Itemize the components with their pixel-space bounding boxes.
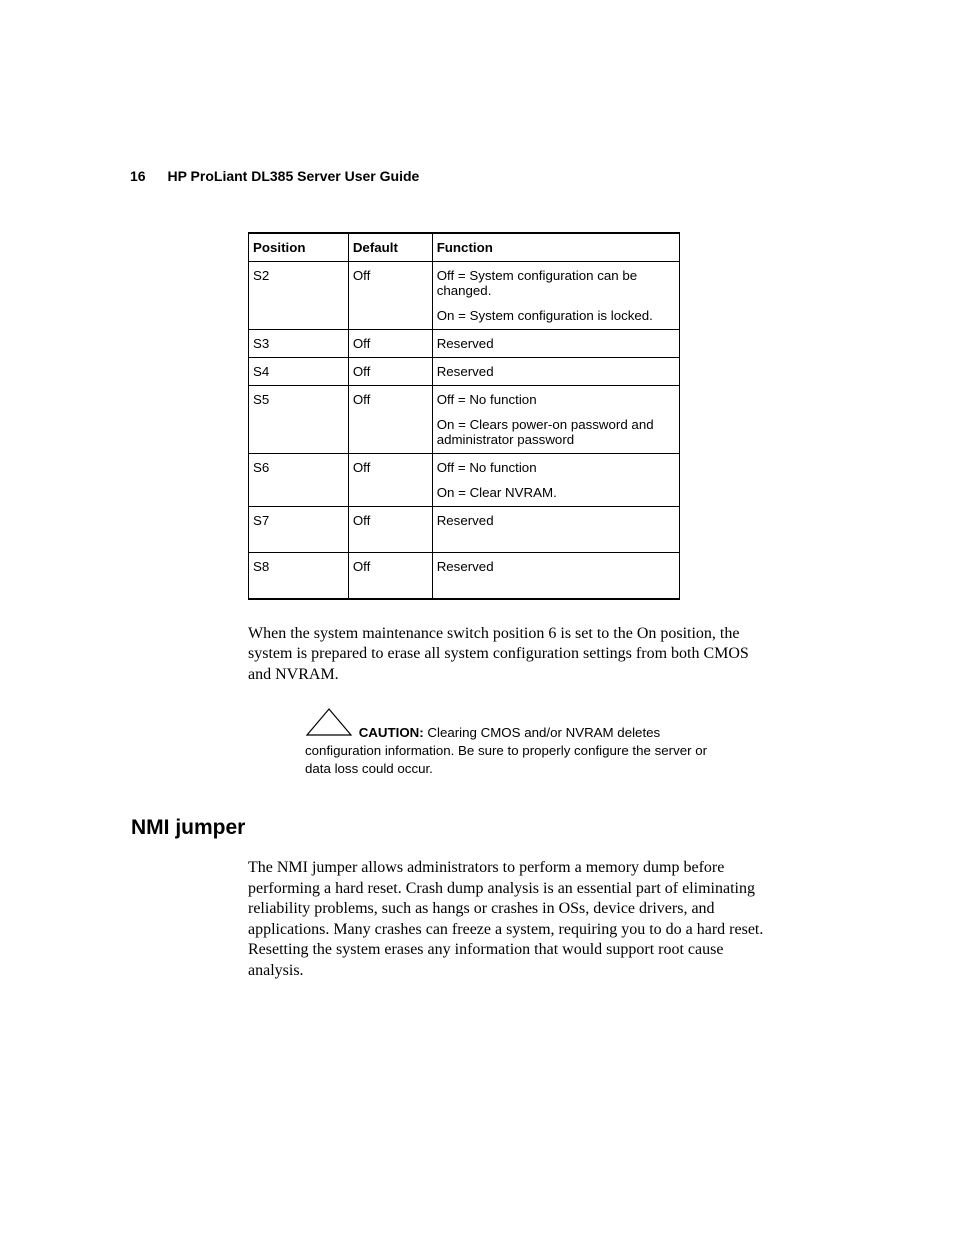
table-row: S7Off Reserved [249, 507, 680, 553]
table-row: S6Off Off = No function On = Clear NVRAM. [249, 454, 680, 507]
cell-default: Off [348, 358, 432, 386]
cell-position: S2 [249, 262, 349, 330]
cell-function: Off = No function On = Clear NVRAM. [432, 454, 679, 507]
cell-function-line: Reserved [437, 364, 675, 379]
cell-function: Reserved [432, 507, 679, 553]
table-row: S8Off Reserved [249, 553, 680, 600]
cell-function-line: On = Clears power-on password and admini… [437, 417, 675, 447]
table-row: S3Off Reserved [249, 330, 680, 358]
cell-position: S4 [249, 358, 349, 386]
table-body: S2OffOff = System configuration can be c… [249, 262, 680, 600]
cell-function-line: On = Clear NVRAM. [437, 485, 675, 500]
table-row: S2OffOff = System configuration can be c… [249, 262, 680, 330]
switch-table: Position Default Function S2OffOff = Sys… [248, 232, 680, 600]
cell-function: Reserved [432, 358, 679, 386]
cell-function-line: Reserved [437, 513, 675, 528]
cell-function-line: Reserved [437, 559, 675, 574]
cell-default: Off [348, 454, 432, 507]
document-title: HP ProLiant DL385 Server User Guide [167, 168, 419, 184]
body-paragraph-2: The NMI jumper allows administrators to … [248, 858, 768, 981]
cell-position: S3 [249, 330, 349, 358]
cell-position: S7 [249, 507, 349, 553]
col-header-function: Function [432, 233, 679, 262]
cell-function-line: Off = No function [437, 460, 675, 475]
page-number: 16 [130, 168, 146, 184]
col-header-default: Default [348, 233, 432, 262]
cell-function-line: Off = System configuration can be change… [437, 268, 675, 298]
cell-position: S6 [249, 454, 349, 507]
cell-default: Off [348, 330, 432, 358]
page-container: 16 HP ProLiant DL385 Server User Guide P… [0, 0, 954, 981]
table-header-row: Position Default Function [249, 233, 680, 262]
cell-position: S8 [249, 553, 349, 600]
table-row: S5Off Off = No function On = Clears power-… [249, 386, 680, 454]
col-header-position: Position [249, 233, 349, 262]
cell-function: Off = System configuration can be change… [432, 262, 679, 330]
caution-triangle-icon [305, 707, 353, 742]
cell-default: Off [348, 507, 432, 553]
cell-function-line: Off = No function [437, 392, 675, 407]
cell-default: Off [348, 553, 432, 600]
cell-default: Off [348, 262, 432, 330]
cell-position: S5 [249, 386, 349, 454]
caution-label: CAUTION: [359, 725, 424, 740]
cell-default: Off [348, 386, 432, 454]
content-area: Position Default Function S2OffOff = Sys… [248, 232, 680, 981]
caution-block: CAUTION: Clearing CMOS and/or NVRAM dele… [305, 707, 735, 778]
body-paragraph-1: When the system maintenance switch posit… [248, 624, 768, 685]
cell-function: Off = No function On = Clears power-on pa… [432, 386, 679, 454]
table-row: S4Off Reserved [249, 358, 680, 386]
cell-function: Reserved [432, 553, 679, 600]
page-header: 16 HP ProLiant DL385 Server User Guide [0, 168, 954, 184]
section-heading-nmi: NMI jumper [131, 816, 680, 840]
cell-function-line: On = System configuration is locked. [437, 308, 675, 323]
cell-function-line: Reserved [437, 336, 675, 351]
cell-function: Reserved [432, 330, 679, 358]
